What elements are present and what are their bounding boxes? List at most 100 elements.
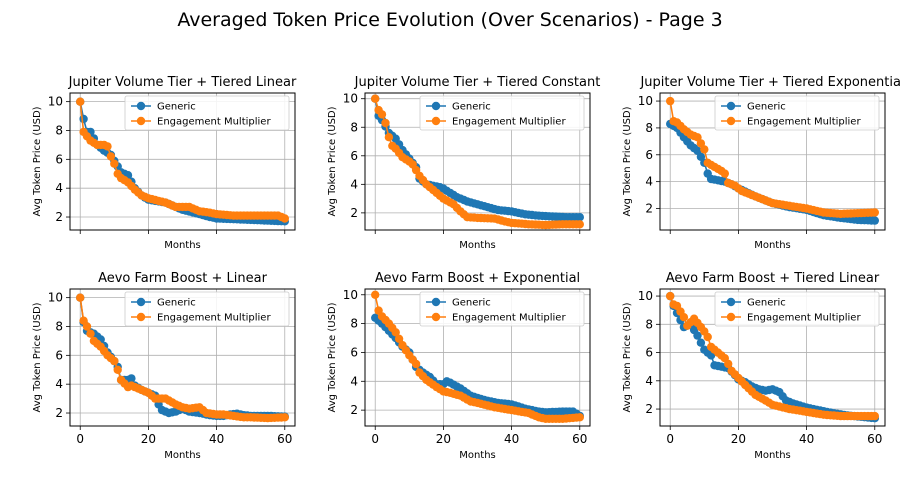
legend-marker	[726, 297, 736, 307]
axes-frame	[69, 288, 296, 427]
data-point	[700, 145, 709, 154]
series-engagement-multiplier	[76, 293, 289, 423]
y-tick-label: 4	[350, 177, 358, 191]
x-tick-label: 0	[666, 432, 674, 446]
y-tick-label: 6	[350, 149, 358, 163]
y-tick-label: 6	[645, 346, 653, 360]
y-tick-label: 2	[350, 403, 358, 417]
y-tick-label: 8	[55, 319, 63, 333]
series-engagement-multiplier	[76, 97, 289, 223]
y-tick-label: 4	[645, 175, 653, 189]
series-engagement-multiplier	[371, 290, 584, 423]
y-tick-label: 10	[48, 95, 63, 109]
y-tick-label: 2	[645, 202, 653, 216]
data-point	[666, 96, 675, 106]
subplot-title: Aevo Farm Boost + Linear	[98, 271, 268, 286]
legend-marker	[431, 312, 441, 322]
y-tick-label: 8	[350, 120, 358, 134]
x-tick-label: 0	[76, 432, 84, 446]
y-axis-label: Avg Token Price (USD)	[32, 106, 43, 216]
x-tick-label: 20	[141, 432, 156, 446]
axes-frame	[69, 92, 296, 231]
y-axis-label: Avg Token Price (USD)	[32, 302, 43, 412]
subplot-title: Aevo Farm Boost + Exponential	[375, 271, 580, 286]
legend: Generic Engagement Multiplier	[714, 95, 880, 131]
y-axis-label: Avg Token Price (USD)	[327, 302, 338, 412]
legend-marker	[431, 101, 441, 111]
y-tick-label: 2	[350, 206, 358, 220]
subplot-grid: 2 4 6 8 10 Jupiter Volume Tier + Tiered Linea…	[32, 75, 900, 461]
legend-box	[714, 291, 880, 327]
y-tick-label: 2	[55, 406, 63, 420]
data-point	[79, 114, 88, 124]
data-point	[575, 220, 584, 229]
y-axis-label: Avg Token Price (USD)	[327, 106, 338, 216]
y-tick-label: 4	[55, 377, 63, 391]
series-engagement-multiplier	[666, 96, 879, 219]
subplot-6: 0 20 40 60 2 4 6 8 10 Aevo Farm Boost + Tiered Li…	[622, 271, 886, 461]
data-point	[870, 208, 879, 217]
data-point	[110, 159, 119, 168]
legend-label: Engagement Multiplier	[452, 313, 566, 324]
data-point	[86, 329, 95, 338]
x-tick-label: 60	[277, 432, 292, 446]
legend-box	[124, 291, 290, 327]
legend-label: Generic	[157, 298, 196, 309]
y-tick-label: 4	[350, 374, 358, 388]
data-point	[280, 413, 289, 422]
x-axis-label: Months	[754, 240, 791, 251]
data-point	[110, 356, 119, 366]
y-tick-label: 10	[638, 94, 653, 108]
y-tick-label: 8	[645, 317, 653, 331]
x-axis-label: Months	[164, 240, 201, 251]
data-point	[870, 411, 879, 421]
y-axis-label: Avg Token Price (USD)	[622, 302, 633, 412]
data-point	[693, 331, 702, 340]
y-tick-label: 10	[48, 291, 63, 305]
x-tick-label: 40	[504, 432, 519, 446]
series-engagement-multiplier	[666, 291, 879, 421]
legend-label: Generic	[747, 298, 786, 309]
subplot-title: Jupiter Volume Tier + Tiered Constant	[354, 75, 601, 90]
legend-label: Engagement Multiplier	[157, 313, 271, 324]
legend-marker	[726, 116, 736, 126]
data-point	[411, 359, 421, 369]
data-point	[394, 334, 404, 343]
y-tick-label: 4	[55, 181, 63, 195]
legend-label: Generic	[452, 102, 491, 113]
axes-frame	[364, 92, 591, 231]
legend-marker	[136, 116, 146, 126]
subplot-5: 0 20 40 60 2 4 6 8 10 Aevo Farm Boost + Exponenti…	[327, 271, 591, 461]
subplot-3: 2 4 6 8 10 Jupiter Volume Tier + Tiered Expon…	[622, 75, 900, 251]
subplot-title: Aevo Farm Boost + Tiered Linear	[666, 271, 880, 286]
legend-box	[419, 95, 585, 131]
legend-label: Engagement Multiplier	[747, 117, 861, 128]
subplot-2: 2 4 6 8 10 Jupiter Volume Tier + Tiered Const…	[327, 75, 600, 251]
y-tick-label: 2	[645, 402, 653, 416]
legend-box	[714, 95, 880, 131]
data-point	[381, 118, 390, 128]
data-point	[377, 110, 387, 119]
data-point	[280, 214, 289, 223]
y-tick-label: 2	[55, 210, 63, 224]
series-engagement-multiplier	[371, 94, 584, 230]
legend-marker	[136, 312, 146, 322]
subplot-4: 0 20 40 60 2 4 6 8 10 Aevo Farm Boost + Linear Mon…	[32, 271, 296, 461]
y-tick-label: 4	[645, 374, 653, 388]
subplot-title: Jupiter Volume Tier + Tiered Linear	[68, 75, 297, 90]
data-point	[724, 359, 733, 369]
data-point	[575, 213, 584, 222]
x-axis-label: Months	[459, 450, 496, 461]
x-tick-label: 40	[209, 432, 224, 446]
x-tick-label: 60	[867, 432, 882, 446]
axes-frame	[659, 92, 886, 231]
y-tick-label: 6	[55, 152, 63, 166]
y-tick-label: 6	[55, 348, 63, 362]
legend-marker	[726, 312, 736, 322]
legend-box	[124, 95, 290, 131]
y-tick-label: 6	[645, 148, 653, 162]
y-tick-label: 10	[343, 288, 358, 302]
data-point	[103, 142, 112, 151]
data-point	[679, 313, 689, 322]
